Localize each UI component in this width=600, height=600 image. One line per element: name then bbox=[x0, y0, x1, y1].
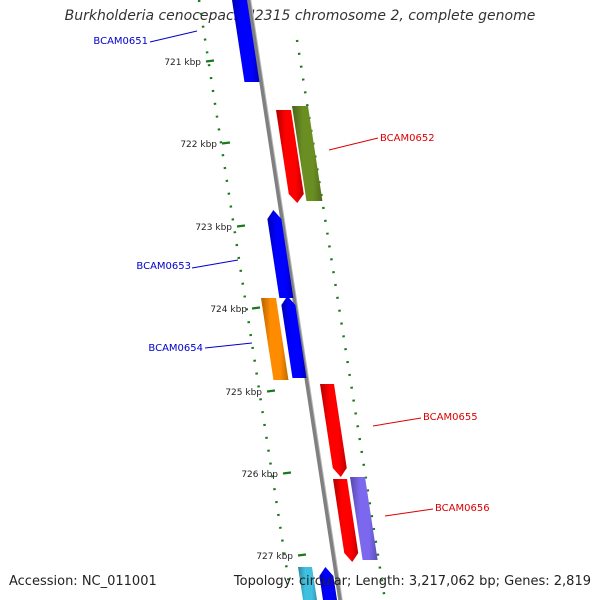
leader-line bbox=[372, 417, 422, 427]
gene-label-text[interactable]: BCAM0653 bbox=[136, 261, 191, 272]
gene-label-text[interactable]: BCAM0651 bbox=[93, 36, 148, 47]
ruler-tick-label: 721 kbp bbox=[164, 58, 201, 68]
ruler-tick bbox=[221, 141, 231, 145]
ruler-tick-label: 724 kbp bbox=[210, 305, 247, 315]
gene-arrow[interactable] bbox=[319, 567, 338, 600]
accession-text: Accession: NC_011001 bbox=[9, 574, 157, 589]
gene-arrow[interactable] bbox=[267, 210, 294, 298]
gene-arrow[interactable] bbox=[320, 384, 347, 477]
label-bcam0654[interactable]: BCAM0654 bbox=[148, 342, 253, 354]
gene-label-text[interactable]: BCAM0656 bbox=[435, 503, 490, 514]
gene-labels[interactable]: BCAM0651 BCAM0652 BCAM0653 BCAM0654 BCAM0655… bbox=[93, 30, 490, 517]
leader-line bbox=[149, 30, 198, 43]
gene-purple[interactable] bbox=[350, 477, 378, 560]
label-bcam0652[interactable]: BCAM0652 bbox=[328, 133, 435, 151]
ruler-tick bbox=[205, 59, 215, 63]
label-bcam0655[interactable]: BCAM0655 bbox=[372, 412, 478, 427]
ruler-tick bbox=[251, 306, 261, 310]
gene-arrow[interactable] bbox=[350, 477, 378, 560]
backbone bbox=[246, 0, 343, 600]
leader-line bbox=[384, 508, 434, 517]
leader-line bbox=[191, 259, 239, 269]
label-bcam0656[interactable]: BCAM0656 bbox=[384, 503, 490, 517]
gene-arrow[interactable] bbox=[298, 567, 318, 600]
ruler-tick bbox=[297, 553, 307, 557]
label-bcam0651[interactable]: BCAM0651 bbox=[93, 30, 198, 47]
leader-line bbox=[204, 342, 253, 349]
gene-arrow[interactable] bbox=[281, 296, 307, 378]
gene-olive[interactable] bbox=[292, 106, 323, 201]
ruler-tick-label: 722 kbp bbox=[180, 140, 217, 150]
gene-arrow[interactable] bbox=[232, 0, 260, 82]
gene-blue-bottom[interactable] bbox=[319, 567, 338, 600]
ruler-tick bbox=[282, 471, 292, 475]
gene-bcam0655[interactable] bbox=[320, 384, 347, 477]
gene-label-text[interactable]: BCAM0655 bbox=[423, 412, 478, 423]
ruler-tick-label: 725 kbp bbox=[225, 388, 262, 398]
ruler-tick-label: 723 kbp bbox=[195, 223, 232, 233]
ruler-tick-label: 727 kbp bbox=[256, 552, 293, 562]
ruler-ticks: 721 kbp 722 kbp 723 kbp 724 kbp 725 kbp 726 k… bbox=[164, 58, 307, 562]
gene-label-text[interactable]: BCAM0652 bbox=[380, 133, 435, 144]
gene-orange[interactable] bbox=[261, 298, 289, 380]
gene-red-2[interactable] bbox=[333, 479, 359, 562]
gene-label-text[interactable]: BCAM0654 bbox=[148, 343, 203, 354]
summary-text: Topology: circular; Length: 3,217,062 bp… bbox=[233, 574, 591, 589]
guide-line bbox=[197, 0, 292, 591]
gene-bcam0654[interactable] bbox=[281, 296, 307, 378]
map-title: Burkholderia cenocepacia J2315 chromosom… bbox=[64, 8, 536, 24]
gene-arrow[interactable] bbox=[333, 479, 359, 562]
gene-arrow[interactable] bbox=[261, 298, 289, 380]
gene-arrow[interactable] bbox=[276, 110, 304, 203]
gene-features[interactable] bbox=[232, 0, 378, 600]
label-bcam0653[interactable]: BCAM0653 bbox=[136, 259, 239, 272]
gene-arrow[interactable] bbox=[292, 106, 323, 201]
backbone-line bbox=[246, 0, 343, 600]
gene-bcam0653[interactable] bbox=[267, 210, 294, 298]
ruler-tick bbox=[266, 389, 276, 393]
ruler-tick bbox=[236, 224, 246, 228]
gene-cyan-bottom[interactable] bbox=[298, 567, 318, 600]
gene-bcam0651[interactable] bbox=[232, 0, 260, 82]
leader-line bbox=[328, 137, 379, 151]
gene-red-1[interactable] bbox=[276, 110, 304, 203]
ruler-tick-label: 726 kbp bbox=[241, 470, 278, 480]
